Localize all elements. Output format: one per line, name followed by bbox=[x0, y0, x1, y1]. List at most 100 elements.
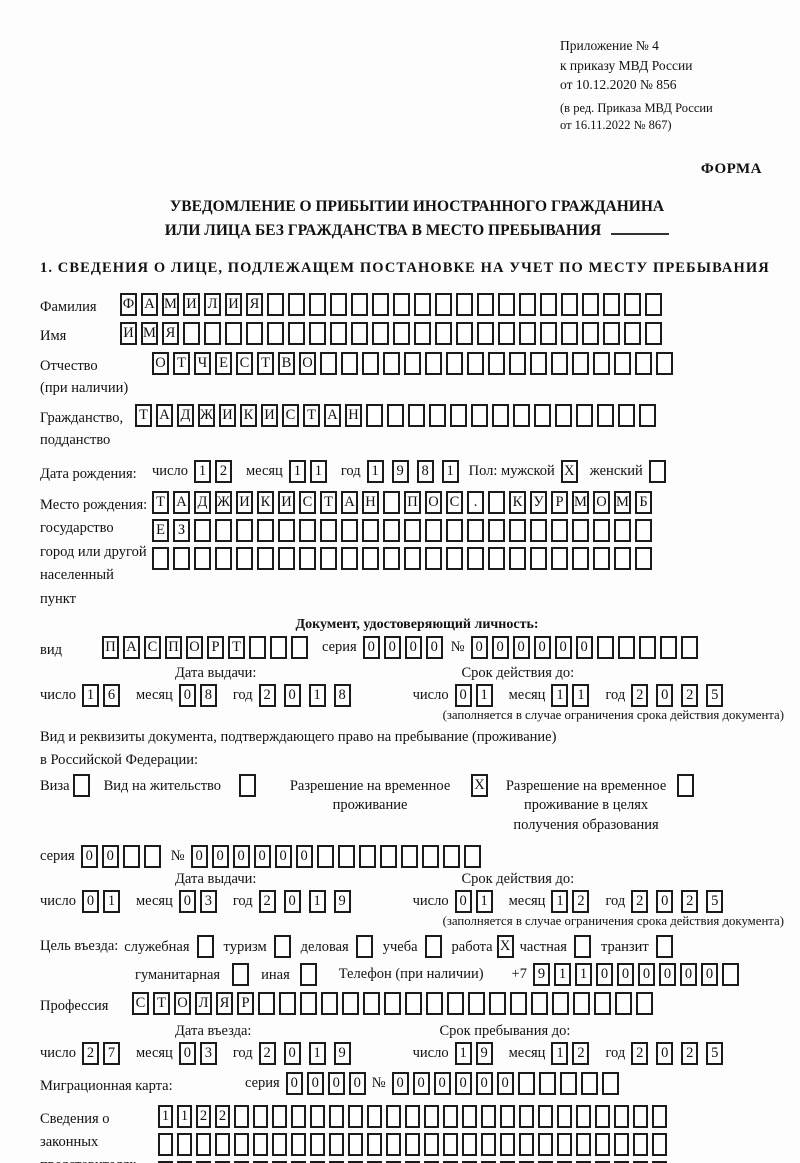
issue-date-heading: Дата выдачи: bbox=[175, 664, 257, 681]
char-box bbox=[633, 1160, 648, 1163]
char-box bbox=[351, 322, 368, 346]
char-box: 9 bbox=[391, 459, 409, 483]
char-box: 0 bbox=[656, 889, 674, 913]
day-label: число bbox=[412, 892, 449, 909]
sex-female-checkbox bbox=[648, 459, 666, 483]
char-box bbox=[530, 351, 547, 375]
char-box: М bbox=[572, 491, 589, 514]
char-box bbox=[177, 1132, 192, 1156]
char-box bbox=[510, 991, 527, 1015]
char-box bbox=[348, 1160, 363, 1163]
char-box bbox=[594, 991, 611, 1015]
char-box bbox=[509, 519, 526, 542]
purpose-transit-checkbox bbox=[655, 934, 673, 958]
char-box bbox=[614, 547, 631, 570]
char-box bbox=[367, 1104, 382, 1128]
char-box: 2 bbox=[81, 1042, 99, 1066]
char-box bbox=[617, 636, 635, 660]
purpose-work: работа X bbox=[452, 934, 514, 958]
char-box bbox=[196, 1132, 211, 1156]
char-box: 0 bbox=[232, 844, 250, 868]
char-box: 0 bbox=[454, 683, 472, 707]
char-box bbox=[488, 519, 505, 542]
day-label: число bbox=[40, 686, 76, 703]
residence-doc-heading1: Вид и реквизиты документа, подтверждающе… bbox=[40, 728, 557, 745]
char-box bbox=[309, 292, 326, 316]
char-box bbox=[477, 322, 494, 346]
char-box: К bbox=[240, 403, 257, 427]
char-box bbox=[215, 519, 232, 542]
legal-reps-label: Сведения о законных представителях (роди… bbox=[40, 1110, 137, 1163]
given-name-label: Имя bbox=[40, 328, 67, 345]
char-box: 0 bbox=[178, 683, 196, 707]
char-box bbox=[603, 322, 620, 346]
char-box bbox=[414, 322, 431, 346]
temp-residence-label: Разрешение на временное проживание bbox=[289, 777, 451, 814]
char-box bbox=[463, 844, 481, 868]
residence-permit-label: Вид на жительство bbox=[103, 777, 222, 794]
char-box bbox=[367, 1160, 382, 1163]
char-box bbox=[183, 322, 200, 346]
char-box: 0 bbox=[616, 962, 634, 986]
char-box: 3 bbox=[199, 1042, 217, 1066]
char-box bbox=[593, 547, 610, 570]
char-box bbox=[258, 991, 275, 1015]
char-box: Т bbox=[320, 491, 337, 514]
char-box: Р bbox=[207, 636, 224, 660]
char-box bbox=[624, 292, 641, 316]
char-box: К bbox=[509, 491, 526, 514]
char-box bbox=[383, 519, 400, 542]
year-label: год bbox=[232, 892, 253, 909]
char-box bbox=[635, 519, 652, 542]
char-box bbox=[257, 519, 274, 542]
char-box: М bbox=[614, 491, 631, 514]
char-box: И bbox=[236, 491, 253, 514]
char-box bbox=[253, 1160, 268, 1163]
char-box bbox=[408, 403, 425, 427]
char-box bbox=[488, 491, 505, 514]
char-box bbox=[467, 547, 484, 570]
char-box bbox=[477, 292, 494, 316]
char-box: 0 bbox=[656, 1042, 674, 1066]
visa-checkbox bbox=[72, 773, 90, 797]
temp-residence-edu-checkbox bbox=[677, 773, 695, 797]
char-box bbox=[310, 1132, 325, 1156]
char-box: А bbox=[156, 403, 173, 427]
char-box: 2 bbox=[572, 1042, 590, 1066]
char-box bbox=[405, 991, 422, 1015]
visa-label: Виза bbox=[40, 777, 70, 794]
char-box: Я bbox=[162, 322, 179, 346]
char-box bbox=[236, 547, 253, 570]
char-box: 0 bbox=[470, 636, 488, 660]
char-box: О bbox=[174, 991, 191, 1015]
purpose-official-checkbox bbox=[196, 934, 214, 958]
char-box: Т bbox=[152, 491, 169, 514]
char-box bbox=[329, 1104, 344, 1128]
char-box bbox=[272, 1104, 287, 1128]
char-box bbox=[519, 1104, 534, 1128]
char-box bbox=[173, 547, 190, 570]
residence-doc-options-row: Виза Вид на жительство Разрешение на вре… bbox=[40, 773, 794, 836]
char-box bbox=[341, 519, 358, 542]
char-box: 0 bbox=[533, 636, 551, 660]
char-box bbox=[450, 403, 467, 427]
char-box: 1 bbox=[193, 459, 211, 483]
day-label: число bbox=[412, 1045, 449, 1062]
birth-place-label: Место рождения: государство город или др… bbox=[40, 497, 148, 607]
char-box bbox=[509, 351, 526, 375]
char-box bbox=[652, 1160, 667, 1163]
char-box bbox=[330, 322, 347, 346]
char-box bbox=[652, 1132, 667, 1156]
char-box bbox=[572, 547, 589, 570]
temp-residence-option: Разрешение на временное проживание X bbox=[276, 773, 489, 816]
char-box: М bbox=[162, 292, 179, 316]
char-box bbox=[530, 519, 547, 542]
char-box bbox=[288, 292, 305, 316]
identity-series-label: серия bbox=[322, 639, 357, 656]
char-box: О bbox=[152, 351, 169, 375]
identity-expiry-note: (заполняется в случае ограничения срока … bbox=[442, 707, 784, 722]
